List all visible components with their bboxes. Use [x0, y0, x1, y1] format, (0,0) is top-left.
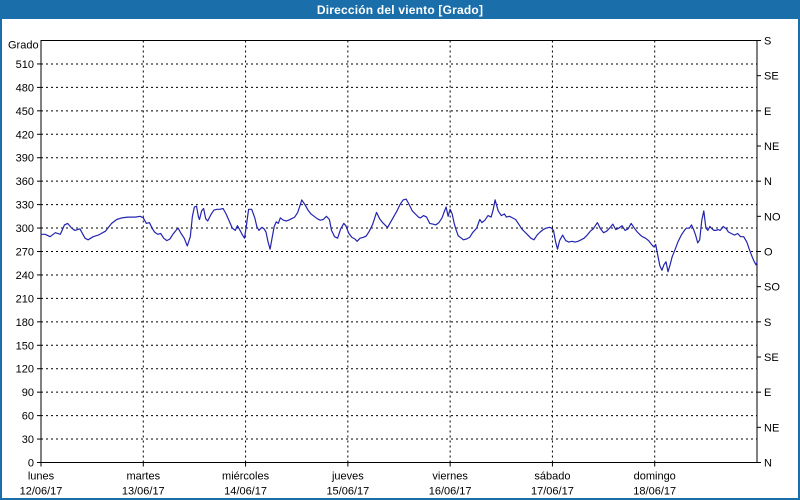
x-day-name: lunes — [28, 471, 55, 483]
y-left-tick-label: 360 — [16, 176, 34, 188]
y-right-tick-label: S — [764, 36, 771, 48]
x-day-date: 18/06/17 — [633, 486, 676, 498]
y-left-tick-label: 330 — [16, 200, 34, 212]
x-day-name: martes — [126, 471, 160, 483]
y-right-tick-label: E — [764, 106, 771, 118]
y-left-tick-label: 210 — [16, 293, 34, 305]
x-day-name: miércoles — [222, 471, 270, 483]
x-day-date: 14/06/17 — [224, 486, 267, 498]
y-right-tick-label: N — [764, 458, 772, 470]
wind-direction-chart: 5104804504203903603303002702402101801501… — [8, 36, 781, 498]
y-axis-title: Grado — [8, 40, 39, 52]
y-right-tick-label: NO — [764, 211, 781, 223]
y-left-tick-label: 150 — [16, 340, 34, 352]
y-right-tick-label: O — [764, 247, 773, 259]
x-day-name: sábado — [534, 471, 570, 483]
y-right-tick-label: NE — [764, 141, 779, 153]
y-right-tick-label: N — [764, 176, 772, 188]
y-left-tick-label: 270 — [16, 247, 34, 259]
y-left-tick-label: 390 — [16, 153, 34, 165]
y-left-tick-label: 60 — [22, 411, 34, 423]
y-right-tick-label: NE — [764, 422, 779, 434]
y-gridlines — [41, 63, 757, 440]
x-day-name: jueves — [331, 471, 364, 483]
wind-direction-line — [40, 198, 758, 273]
x-day-date: 12/06/17 — [20, 486, 63, 498]
x-day-date: 16/06/17 — [429, 486, 472, 498]
x-axis-labels: lunes 12/06/17 martes 13/06/17 miércoles 14/0… — [20, 462, 676, 498]
y-left-tick-label: 0 — [28, 458, 34, 470]
y-axis-left-labels: 5104804504203903603303002702402101801501… — [16, 59, 41, 470]
plot-border — [40, 40, 758, 463]
y-left-tick-label: 480 — [16, 82, 34, 94]
y-left-tick-label: 510 — [16, 59, 34, 71]
x-day-date: 15/06/17 — [326, 486, 369, 498]
y-left-tick-label: 300 — [16, 223, 34, 235]
x-gridlines — [142, 40, 656, 463]
x-day-date: 13/06/17 — [122, 486, 165, 498]
y-right-tick-label: SE — [764, 71, 779, 83]
y-left-tick-label: 420 — [16, 129, 34, 141]
chart-title: Dirección del viento [Grado] — [316, 3, 484, 17]
y-axis-right-labels: S SE E NE N NO O SO S SE E NE N — [757, 36, 781, 470]
y-left-tick-label: 240 — [16, 270, 34, 282]
y-right-tick-label: S — [764, 317, 771, 329]
y-right-tick-label: E — [764, 387, 771, 399]
x-day-name: domingo — [634, 471, 676, 483]
y-left-tick-label: 120 — [16, 364, 34, 376]
y-left-tick-label: 450 — [16, 106, 34, 118]
x-day-date: 17/06/17 — [531, 486, 574, 498]
y-left-tick-label: 30 — [22, 434, 34, 446]
y-right-tick-label: SE — [764, 352, 779, 364]
x-day-name: viernes — [432, 471, 468, 483]
y-left-tick-label: 90 — [22, 387, 34, 399]
chart-title-bar: Dirección del viento [Grado] — [2, 2, 798, 19]
y-left-tick-label: 180 — [16, 317, 34, 329]
y-right-tick-label: SO — [764, 282, 780, 294]
